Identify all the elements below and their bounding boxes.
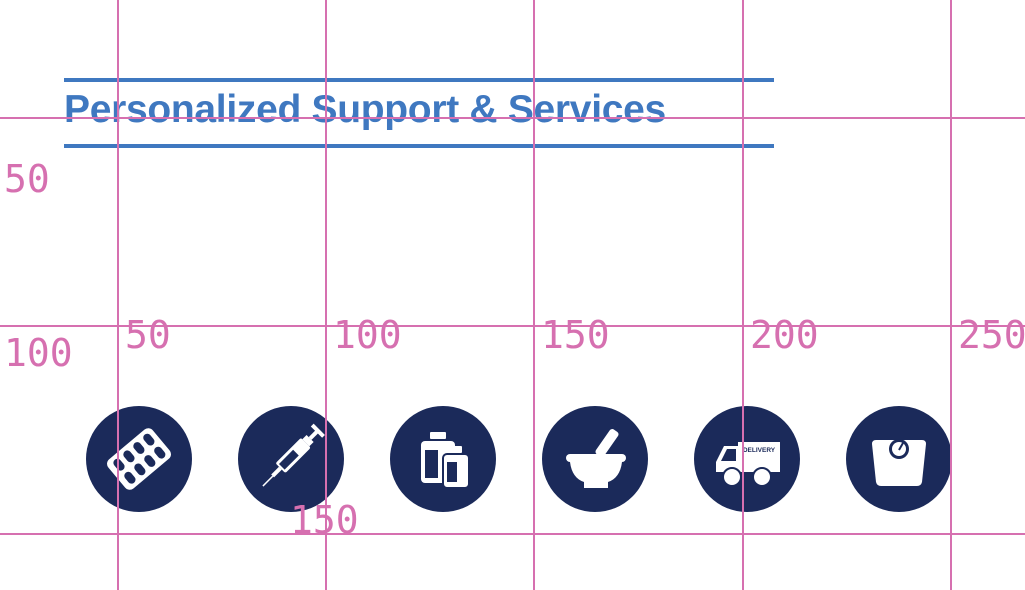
weight-scale-icon xyxy=(846,406,952,512)
title-rule-bottom xyxy=(64,144,774,148)
title-rule-top xyxy=(64,78,774,82)
syringe-icon xyxy=(238,406,344,512)
pill-blister-icon xyxy=(86,406,192,512)
grid-y-label: 100 xyxy=(4,331,73,375)
grid-x-label: 250 xyxy=(958,313,1025,357)
grid-line xyxy=(0,325,1025,327)
grid-line xyxy=(742,0,744,590)
delivery-label: DELIVERY xyxy=(743,447,776,454)
grid-x-label: 150 xyxy=(541,313,610,357)
delivery-truck-icon: DELIVERY xyxy=(694,406,800,512)
grid-x-label: 50 xyxy=(125,313,171,357)
page-title: Personalized Support & Services xyxy=(64,88,666,131)
grid-line xyxy=(950,0,952,590)
grid-line xyxy=(533,0,535,590)
grid-line xyxy=(0,117,1025,119)
grid-line xyxy=(325,0,327,590)
medicine-bottles-icon xyxy=(390,406,496,512)
grid-x-label: 100 xyxy=(333,313,402,357)
grid-line xyxy=(0,533,1025,535)
grid-x-label: 200 xyxy=(750,313,819,357)
grid-y-label: 150 xyxy=(290,498,359,542)
mortar-pestle-icon xyxy=(542,406,648,512)
grid-line xyxy=(117,0,119,590)
grid-y-label: 50 xyxy=(4,157,50,201)
